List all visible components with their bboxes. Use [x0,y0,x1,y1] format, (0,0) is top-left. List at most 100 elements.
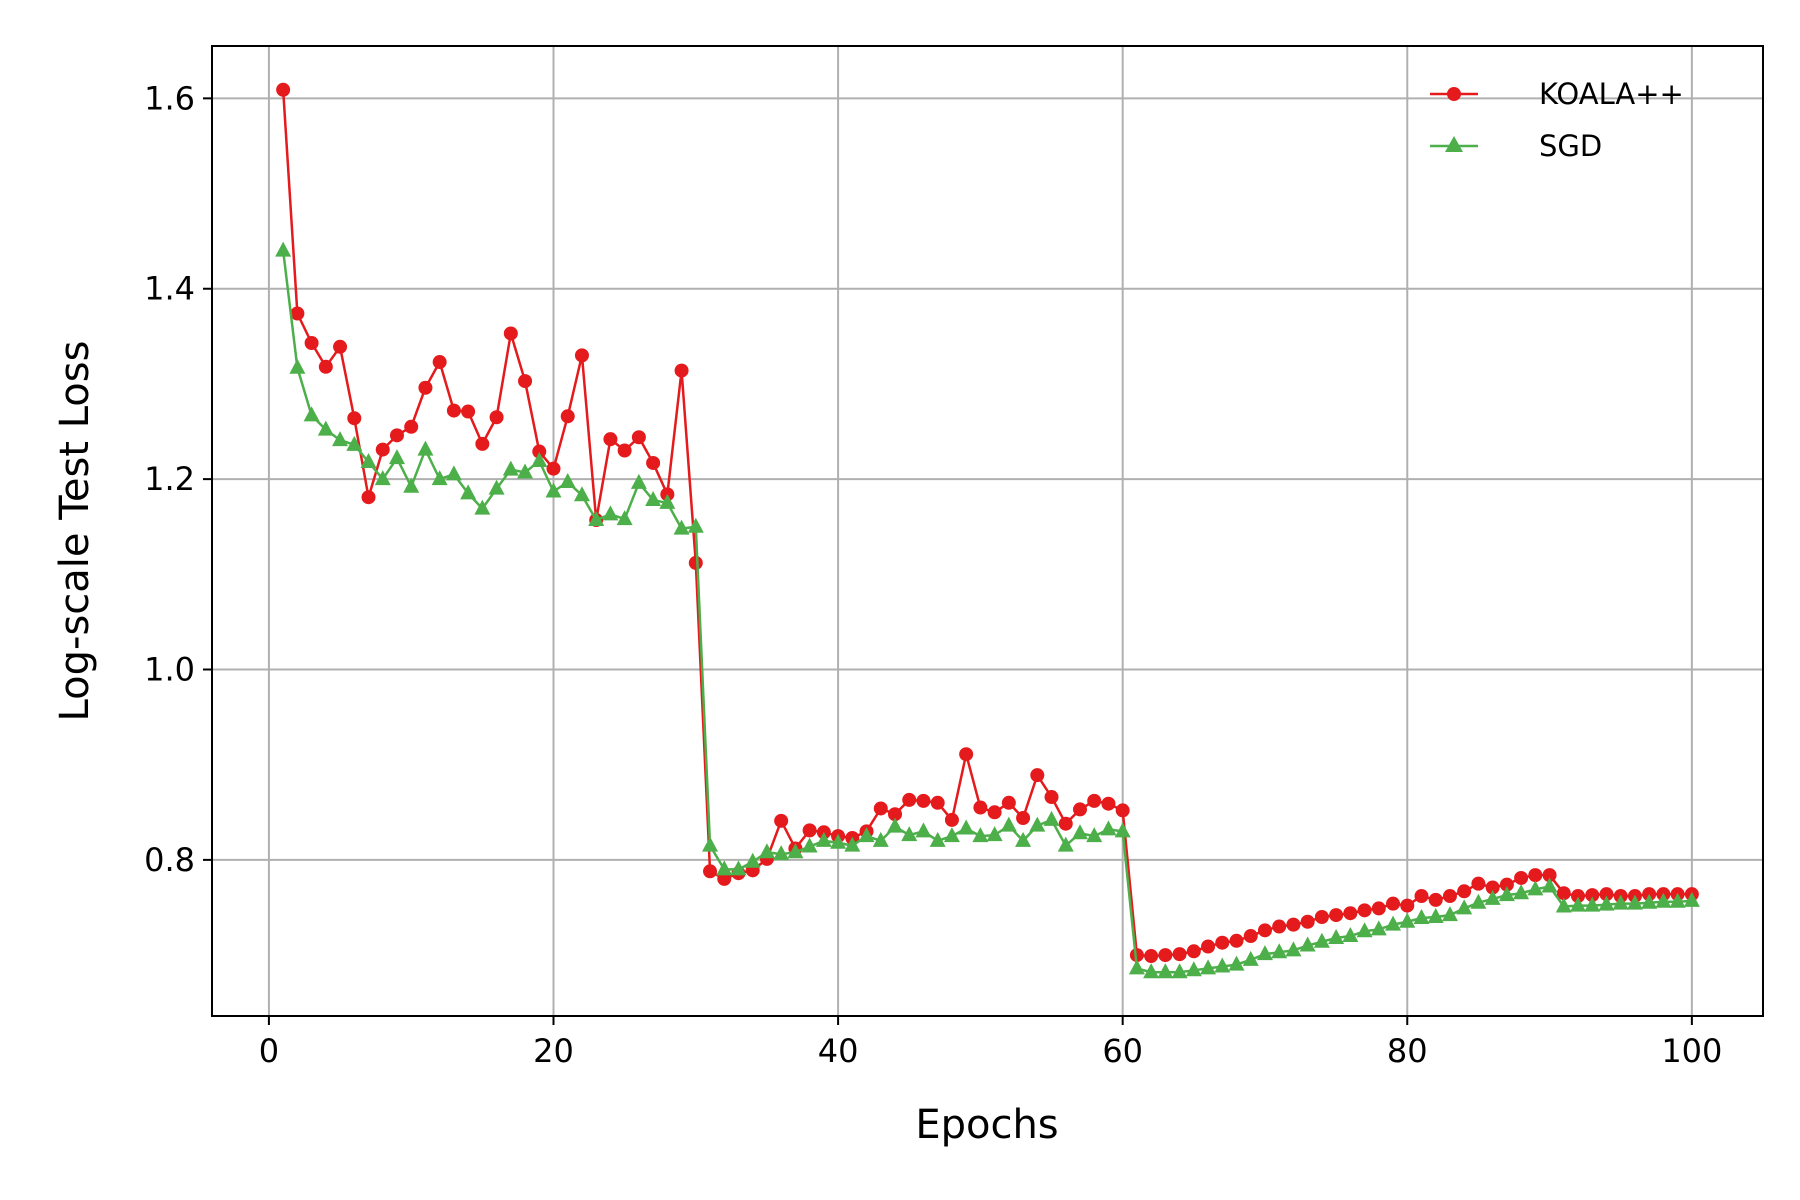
data-point-koala [703,864,718,879]
x-tick-label: 100 [1661,1032,1722,1070]
legend-label-sgd: SGD [1539,129,1602,163]
data-point-koala [1471,876,1486,891]
data-point-sgd [815,831,832,847]
plot-area [275,82,1700,979]
data-point-koala [930,795,945,810]
data-point-koala [774,813,789,828]
data-point-sgd [758,843,775,859]
data-point-koala [1499,877,1514,892]
data-point-koala [461,404,476,419]
data-point-koala [389,428,404,443]
data-point-koala [1030,768,1045,783]
data-point-sgd [901,826,918,842]
data-point-sgd [1669,892,1686,908]
data-point-sgd [1612,894,1629,910]
data-point-koala [1485,880,1500,895]
data-point-koala [290,306,305,321]
data-point-koala [1556,886,1571,901]
data-point-sgd [1171,963,1188,979]
data-point-koala [1514,870,1529,885]
data-point-sgd [1086,827,1103,843]
data-point-sgd [844,836,861,852]
data-point-sgd [303,406,320,422]
data-point-koala [617,443,632,458]
data-point-koala [318,359,333,374]
data-point-koala [888,807,903,822]
data-point-sgd [787,843,804,859]
legend-marker-sgd [1445,136,1463,152]
data-point-sgd [431,470,448,486]
data-point-sgd [616,510,633,526]
data-point-sgd [1626,894,1643,910]
data-point-sgd [559,472,576,488]
x-tick-label: 0 [259,1032,279,1070]
data-point-sgd [545,482,562,498]
data-point-sgd [1441,906,1458,922]
data-point-koala [1442,889,1457,904]
data-point-sgd [1114,822,1131,838]
data-point-sgd [1427,908,1444,923]
data-point-sgd [1313,932,1330,948]
data-point-sgd [716,860,733,876]
data-point-sgd [673,519,690,535]
data-point-koala [1115,803,1130,818]
x-axis-title: Epochs [915,1102,1058,1148]
data-point-koala [1329,908,1344,923]
data-point-sgd [1498,886,1515,902]
data-point-sgd [488,479,505,495]
data-point-koala [489,410,504,425]
data-point-sgd [1256,945,1273,961]
data-point-sgd [1641,893,1658,909]
data-point-sgd [1157,963,1174,979]
data-point-sgd [1228,955,1245,971]
legend-label-koala: KOALA++ [1539,77,1684,111]
data-point-koala [916,793,931,808]
data-point-sgd [346,435,363,451]
data-point-koala [1215,935,1230,950]
data-point-sgd [1299,936,1316,952]
series-line-koala [281,89,1692,958]
data-point-koala [1186,944,1201,959]
data-point-koala [902,792,917,807]
data-point-sgd [531,452,548,468]
data-point-sgd [289,358,306,374]
data-point-sgd [1214,957,1231,973]
data-point-koala [1201,939,1216,954]
data-point-koala [1087,793,1102,808]
data-point-sgd [958,819,975,835]
data-point-koala [1172,947,1187,962]
data-point-sgd [1271,943,1288,959]
data-point-sgd [1100,820,1117,836]
data-point-sgd [1655,892,1672,908]
data-point-sgd [915,822,932,838]
data-point-sgd [517,463,534,479]
data-point-koala [546,461,561,476]
data-point-sgd [702,836,719,852]
data-point-sgd [1385,915,1402,931]
data-point-koala [432,355,447,370]
data-point-sgd [630,473,647,489]
data-point-koala [418,380,433,395]
data-point-sgd [1470,893,1487,909]
data-point-sgd [1356,922,1373,938]
data-point-sgd [1541,877,1558,893]
data-point-koala [518,374,533,389]
legend-marker-koala [1447,87,1461,101]
data-point-koala [1528,868,1543,883]
data-point-sgd [1057,836,1074,852]
data-point-koala [1243,929,1258,944]
data-point-sgd [645,491,662,507]
data-point-sgd [972,827,989,843]
data-point-koala [1571,889,1586,904]
data-point-koala [717,871,732,886]
data-point-sgd [744,852,761,868]
data-point-koala [1457,884,1472,899]
data-point-koala [574,348,589,363]
data-point-koala [1414,889,1429,904]
data-point-sgd [830,833,847,849]
data-point-koala [1144,949,1159,964]
x-tick-label: 80 [1387,1032,1428,1070]
data-point-koala [1101,796,1116,811]
data-point-koala [646,455,661,470]
data-point-koala [631,430,646,445]
